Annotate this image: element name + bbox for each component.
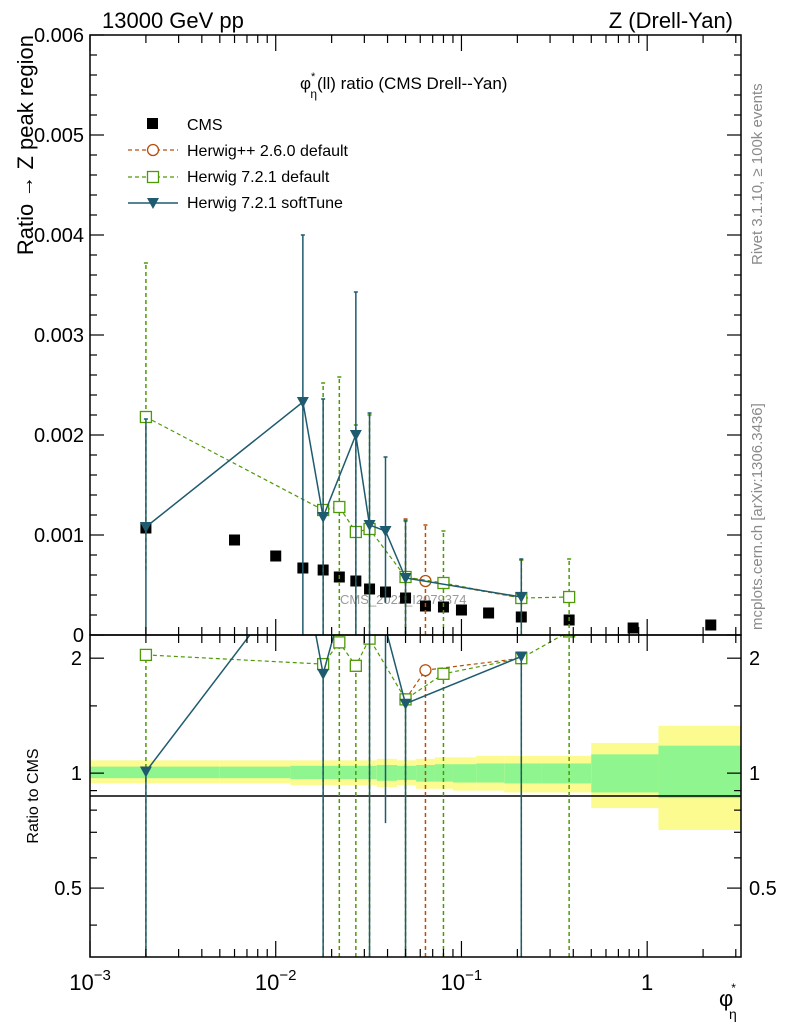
main-point-data-1 [229, 534, 241, 546]
ratio-ytick-label-left-0: 0.5 [54, 878, 82, 900]
main-point-triangle-3 [349, 430, 362, 441]
main-line-triangle [145, 400, 522, 598]
ratio-ytick-label-left-2: 2 [71, 648, 82, 670]
main-ytick-label-2: 0.002 [34, 425, 84, 447]
legend-marker-herwig-old [146, 143, 160, 157]
main-point-triangle-0 [139, 522, 152, 533]
main-point-data-16 [627, 622, 639, 634]
legend-marker-herwig-soft [147, 198, 159, 209]
ratio-ytick-label-left-1: 1 [71, 763, 82, 785]
band-inner-1 [219, 766, 291, 779]
ratio-point-triangle-6 [399, 698, 412, 710]
main-title: φ* η(ll) ratio (CMS Drell--Yan) [300, 71, 507, 101]
legend-label-herwig-soft: Herwig 7.2.1 softTune [187, 195, 343, 212]
main-ytick-label-3: 0.003 [34, 325, 84, 347]
main-point-data-12 [455, 604, 467, 616]
band-inner-8 [452, 764, 477, 783]
main-point-triangle-1 [296, 397, 309, 408]
band-inner-12 [591, 754, 659, 793]
main-point-triangle-7 [515, 592, 528, 603]
ratio-ylabel: Ratio to CMS [25, 748, 42, 843]
ratio-ytick-label-right-1: 1 [749, 763, 760, 785]
main-point-square-2 [333, 500, 346, 514]
ratio-line-triangle [145, 635, 522, 772]
mcplots-label: mcplots.cern.ch [arXiv:1306.3436] [749, 403, 766, 630]
ratio-point-square-0 [139, 648, 153, 662]
band-inner-13 [658, 745, 741, 799]
band-inner-3 [339, 765, 377, 780]
ratio-point-triangle-5 [380, 623, 392, 634]
ratio-xtick-label-3: 1 [641, 970, 653, 995]
rivet-label: Rivet 3.1.10, ≥ 100k events [749, 83, 766, 265]
legend-entry-herwig-old: Herwig++ 2.6.0 default [128, 143, 349, 160]
legend-marker-herwig-default [146, 170, 160, 184]
ratio-series-layer [139, 623, 576, 957]
main-ylabel: Ratio → Z peak region [13, 35, 38, 255]
header-right: Z (Drell-Yan) [609, 8, 733, 33]
main-ytick-label-5: 0.005 [34, 125, 84, 147]
ratio-point-square-2 [333, 636, 346, 649]
legend-entry-herwig-soft: Herwig 7.2.1 softTune [128, 195, 343, 212]
main-ytick-label-6: 0.006 [34, 25, 84, 47]
axis-ticks: 0 0.001 0.002 0.003 0.004 0.005 0.006 0.5 0.5 1 1 2… [34, 25, 777, 995]
main-point-data-13 [483, 607, 495, 619]
main-point-triangle-2 [317, 512, 330, 523]
main-point-square-8 [562, 590, 576, 604]
ratio-point-square-8 [562, 635, 576, 638]
main-series-layer [139, 234, 717, 635]
band-inner-4 [376, 765, 398, 781]
band-inner-5 [397, 765, 417, 780]
ratio-ytick-label-right-0: 0.5 [749, 878, 777, 900]
ratio-point-circle-1 [419, 664, 432, 677]
x-axis-label: φ* η [719, 981, 737, 1022]
ratio-ytick-label-right-2: 2 [749, 648, 760, 670]
main-point-triangle-5 [379, 526, 392, 537]
main-point-data-17 [705, 619, 717, 631]
main-ytick-label-4: 0.004 [34, 225, 84, 247]
main-point-triangle-4 [363, 520, 376, 531]
ratio-xtick-label-1: 10−2 [255, 967, 297, 995]
ratio-bands [90, 725, 741, 830]
band-inner-0 [90, 766, 220, 779]
band-inner-9 [476, 763, 505, 783]
legend: CMS Herwig++ 2.6.0 default Herwig 7.2.1 … [128, 117, 349, 212]
ratio-point-triangle-2 [317, 668, 330, 680]
legend-marker-cms [147, 118, 158, 129]
band-inner-2 [290, 765, 340, 780]
legend-label-herwig-default: Herwig 7.2.1 default [187, 169, 330, 186]
main-point-data-2 [270, 550, 282, 562]
legend-label-herwig-old: Herwig++ 2.6.0 default [187, 143, 349, 160]
ratio-point-square-6 [437, 667, 450, 680]
legend-entry-herwig-default: Herwig 7.2.1 default [128, 169, 330, 186]
main-point-triangle-6 [399, 573, 412, 584]
ratio-point-triangle-0 [139, 766, 152, 778]
main-ytick-label-1: 0.001 [34, 525, 84, 547]
ratio-xtick-label-0: 10−3 [69, 967, 111, 995]
main-ytick-label-0: 0 [73, 625, 84, 647]
legend-label-cms: CMS [187, 117, 223, 134]
ratio-point-square-3 [349, 659, 362, 672]
legend-entry-cms: CMS [147, 117, 223, 134]
band-inner-10 [504, 763, 542, 784]
ratio-frame [89, 634, 742, 958]
ratio-xtick-label-2: 10−1 [441, 967, 483, 995]
ratio-point-triangle-7 [515, 651, 528, 663]
header-left: 13000 GeV pp [102, 8, 244, 33]
band-inner-11 [541, 763, 592, 784]
